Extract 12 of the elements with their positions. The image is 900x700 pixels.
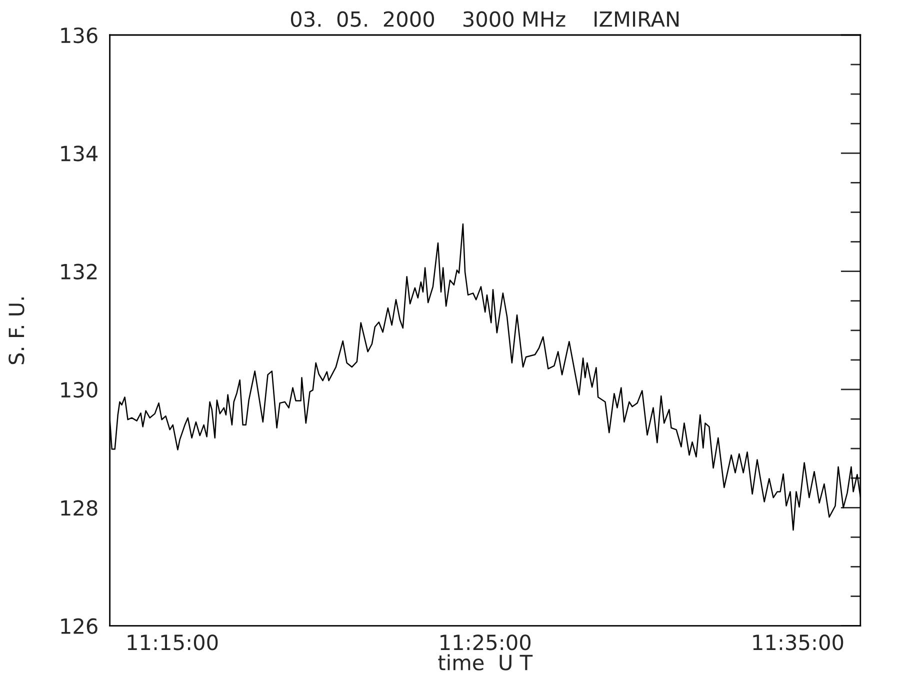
y-tick-label: 132 [61, 264, 97, 280]
chart-title: 03. 05. 2000 3000 MHz IZMIRAN [290, 11, 679, 27]
x-tick-label: 11:15:00 [128, 634, 218, 650]
y-tick-label: 130 [61, 382, 98, 398]
y-tick-label: 126 [61, 618, 98, 634]
x-axis-title: time U T [438, 654, 533, 670]
y-tick-label: 136 [61, 27, 98, 44]
y-tick-label: 134 [61, 146, 98, 162]
y-tick-label: 128 [61, 500, 98, 516]
x-tick-label: 11:25:00 [440, 634, 530, 650]
y-axis-title: S. F. U. [8, 298, 24, 364]
x-tick-label: 11:35:00 [753, 634, 844, 650]
